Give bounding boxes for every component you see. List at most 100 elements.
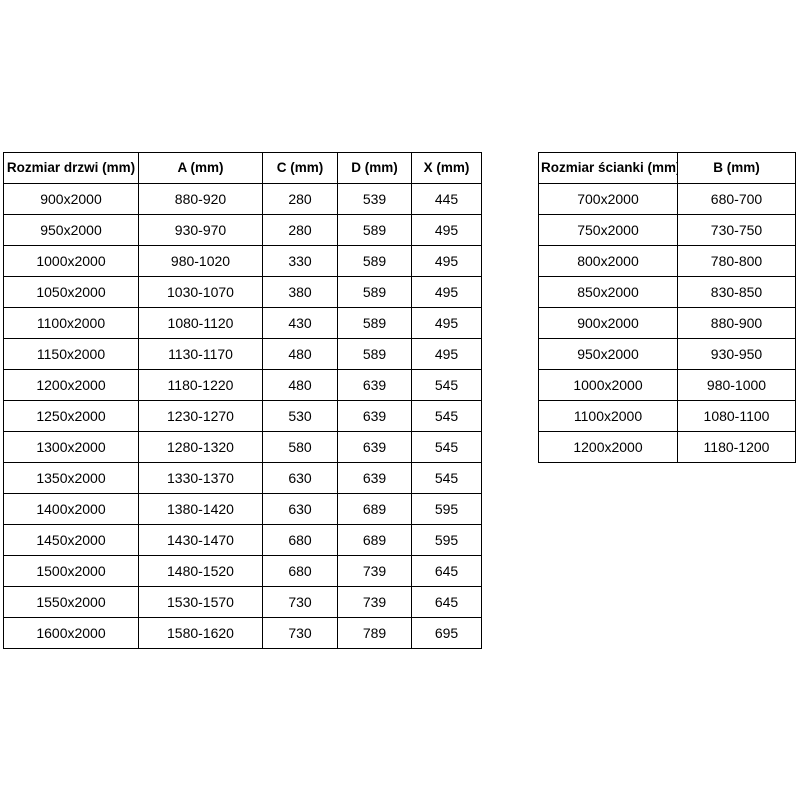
table-cell: 1130-1170 <box>138 338 263 370</box>
table-cell: 645 <box>411 555 482 587</box>
table-cell: 1380-1420 <box>138 493 263 525</box>
table-cell: 595 <box>411 524 482 556</box>
table-cell: 1080-1100 <box>677 400 796 432</box>
wall-panel-size-table: Rozmiar ścianki (mm) B (mm) 700x2000 680-7… <box>538 152 796 463</box>
table-cell: 1100x2000 <box>3 307 139 339</box>
table-cell: 330 <box>262 245 338 277</box>
table-row: 1550x2000 1530-1570 730 739 645 <box>3 586 482 618</box>
column-header: Rozmiar ścianki (mm) <box>538 152 678 184</box>
table-cell: 1330-1370 <box>138 462 263 494</box>
table-cell: 739 <box>337 555 412 587</box>
table-cell: 1180-1200 <box>677 431 796 463</box>
table-cell: 1200x2000 <box>538 431 678 463</box>
table-cell: 1200x2000 <box>3 369 139 401</box>
table-row: 1200x2000 1180-1220 480 639 545 <box>3 369 482 401</box>
table-cell: 445 <box>411 183 482 215</box>
table-cell: 280 <box>262 183 338 215</box>
table-cell: 1430-1470 <box>138 524 263 556</box>
table-cell: 730-750 <box>677 214 796 246</box>
table-cell: 495 <box>411 245 482 277</box>
table-row: 850x2000 830-850 <box>538 276 796 308</box>
table-cell: 495 <box>411 338 482 370</box>
table-cell: 1530-1570 <box>138 586 263 618</box>
table-cell: 545 <box>411 431 482 463</box>
table-cell: 639 <box>337 369 412 401</box>
table-cell: 589 <box>337 276 412 308</box>
door-size-table: Rozmiar drzwi (mm) A (mm) C (mm) D (mm) X (m… <box>3 152 482 649</box>
table-row: 700x2000 680-700 <box>538 183 796 215</box>
table-cell: 495 <box>411 276 482 308</box>
table-cell: 639 <box>337 400 412 432</box>
table-cell: 730 <box>262 617 338 649</box>
table-cell: 780-800 <box>677 245 796 277</box>
table-cell: 639 <box>337 462 412 494</box>
table-row: 1500x2000 1480-1520 680 739 645 <box>3 555 482 587</box>
table-cell: 589 <box>337 338 412 370</box>
table-cell: 545 <box>411 369 482 401</box>
table-cell: 680 <box>262 524 338 556</box>
table-cell: 1050x2000 <box>3 276 139 308</box>
table-cell: 1350x2000 <box>3 462 139 494</box>
table-cell: 1100x2000 <box>538 400 678 432</box>
table-row: 1000x2000 980-1000 <box>538 369 796 401</box>
table-row: 1600x2000 1580-1620 730 789 695 <box>3 617 482 649</box>
table-cell: 545 <box>411 462 482 494</box>
table-row: 1450x2000 1430-1470 680 689 595 <box>3 524 482 556</box>
table-cell: 689 <box>337 493 412 525</box>
table-cell: 880-900 <box>677 307 796 339</box>
table-cell: 1000x2000 <box>538 369 678 401</box>
table-cell: 700x2000 <box>538 183 678 215</box>
table-cell: 1180-1220 <box>138 369 263 401</box>
table-cell: 380 <box>262 276 338 308</box>
table-cell: 630 <box>262 462 338 494</box>
table-cell: 880-920 <box>138 183 263 215</box>
column-header: Rozmiar drzwi (mm) <box>3 152 139 184</box>
table-row: 800x2000 780-800 <box>538 245 796 277</box>
table-cell: 1580-1620 <box>138 617 263 649</box>
table-cell: 595 <box>411 493 482 525</box>
table-cell: 480 <box>262 338 338 370</box>
table-cell: 1480-1520 <box>138 555 263 587</box>
table-cell: 830-850 <box>677 276 796 308</box>
table-cell: 1300x2000 <box>3 431 139 463</box>
table-cell: 430 <box>262 307 338 339</box>
table-cell: 689 <box>337 524 412 556</box>
table-cell: 1280-1320 <box>138 431 263 463</box>
table-cell: 495 <box>411 214 482 246</box>
table-cell: 1080-1120 <box>138 307 263 339</box>
table-cell: 1600x2000 <box>3 617 139 649</box>
table-cell: 1150x2000 <box>3 338 139 370</box>
table-row: 950x2000 930-950 <box>538 338 796 370</box>
table-cell: 280 <box>262 214 338 246</box>
table-cell: 750x2000 <box>538 214 678 246</box>
table-cell: 730 <box>262 586 338 618</box>
table-cell: 930-970 <box>138 214 263 246</box>
table-row: 1100x2000 1080-1100 <box>538 400 796 432</box>
table-cell: 1250x2000 <box>3 400 139 432</box>
table-cell: 1500x2000 <box>3 555 139 587</box>
table-row: 1150x2000 1130-1170 480 589 495 <box>3 338 482 370</box>
table-cell: 789 <box>337 617 412 649</box>
table-cell: 950x2000 <box>3 214 139 246</box>
table-row: 750x2000 730-750 <box>538 214 796 246</box>
table-cell: 630 <box>262 493 338 525</box>
table-row: 1400x2000 1380-1420 630 689 595 <box>3 493 482 525</box>
table-row: 1050x2000 1030-1070 380 589 495 <box>3 276 482 308</box>
table-cell: 589 <box>337 214 412 246</box>
table-cell: 589 <box>337 245 412 277</box>
table-row: 1350x2000 1330-1370 630 639 545 <box>3 462 482 494</box>
table-cell: 900x2000 <box>3 183 139 215</box>
table-row: 1000x2000 980-1020 330 589 495 <box>3 245 482 277</box>
table-cell: 950x2000 <box>538 338 678 370</box>
table-cell: 1230-1270 <box>138 400 263 432</box>
table-cell: 1030-1070 <box>138 276 263 308</box>
table-cell: 1450x2000 <box>3 524 139 556</box>
table-cell: 850x2000 <box>538 276 678 308</box>
column-header: X (mm) <box>411 152 482 184</box>
table-cell: 539 <box>337 183 412 215</box>
table-cell: 680-700 <box>677 183 796 215</box>
table-row: 1250x2000 1230-1270 530 639 545 <box>3 400 482 432</box>
table-cell: 1550x2000 <box>3 586 139 618</box>
table-row: 950x2000 930-970 280 589 495 <box>3 214 482 246</box>
